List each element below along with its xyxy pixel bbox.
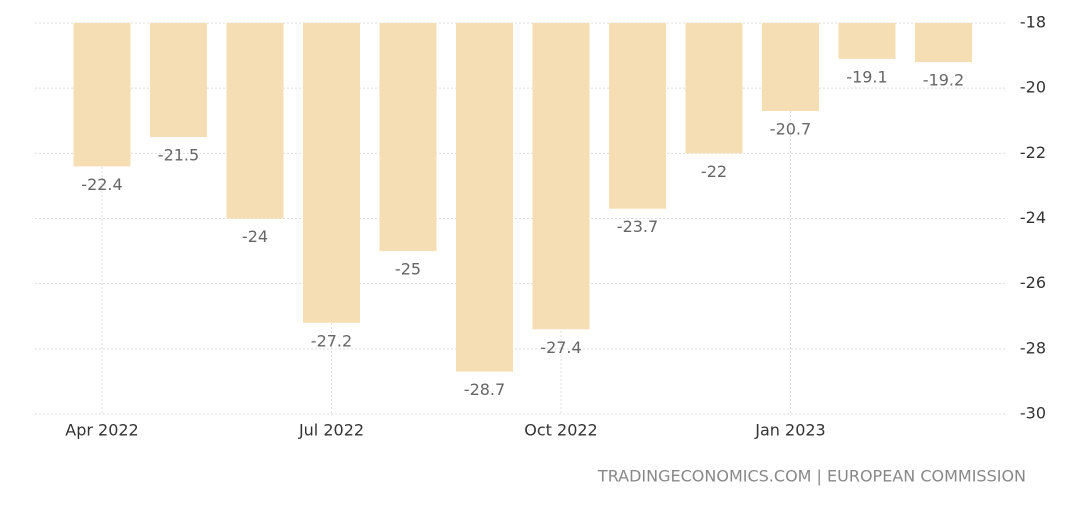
y-tick-label: -24	[1020, 208, 1046, 227]
x-tick-label: Oct 2022	[524, 421, 597, 440]
value-label: -22	[701, 162, 727, 181]
bar	[762, 23, 819, 111]
value-label: -19.2	[923, 71, 964, 90]
y-tick-label: -28	[1020, 338, 1046, 357]
y-tick-label: -20	[1020, 78, 1046, 97]
y-tick-label: -18	[1020, 13, 1046, 32]
bar	[379, 23, 437, 252]
value-label: -25	[395, 260, 421, 279]
bar	[456, 23, 513, 372]
bar	[685, 23, 743, 154]
value-label: -24	[242, 227, 268, 246]
value-label: -22.4	[81, 175, 122, 194]
y-tick-label: -22	[1020, 143, 1046, 162]
value-label: -28.7	[464, 380, 505, 399]
bar	[838, 23, 896, 59]
value-label: -19.1	[846, 67, 887, 86]
value-label: -20.7	[770, 119, 811, 138]
bar	[73, 23, 131, 167]
value-label: -27.2	[311, 331, 352, 350]
value-label: -27.4	[540, 338, 581, 357]
bar	[150, 23, 207, 138]
x-tick-label: Jul 2022	[298, 421, 364, 440]
y-tick-label: -30	[1020, 404, 1046, 423]
bar	[303, 23, 360, 323]
y-tick-label: -26	[1020, 273, 1046, 292]
value-label: -23.7	[617, 217, 658, 236]
source: TRADINGECONOMICS.COM | EUROPEAN COMMISSI…	[597, 467, 1026, 486]
bar	[915, 23, 972, 63]
bar	[532, 23, 590, 330]
x-tick-label: Apr 2022	[65, 421, 138, 440]
bar	[226, 23, 284, 219]
value-label: -21.5	[158, 146, 199, 165]
bar	[609, 23, 666, 209]
x-tick-label: Jan 2023	[754, 421, 825, 440]
